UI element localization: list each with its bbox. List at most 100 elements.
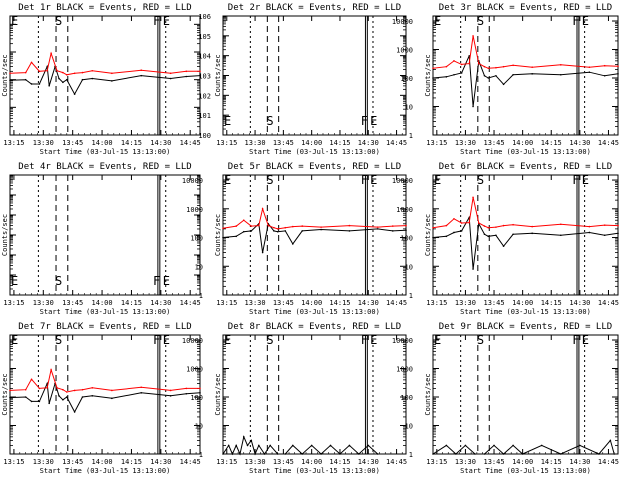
- data-point: [263, 453, 266, 455]
- marker-e: E: [11, 14, 18, 28]
- x-tick-label: 14:00: [301, 458, 322, 466]
- marker-s: S: [477, 173, 484, 187]
- data-point: [348, 224, 351, 227]
- series-events: [222, 435, 379, 456]
- x-tick-label: 13:15: [216, 458, 237, 466]
- y-tick-label: 10000: [392, 18, 413, 26]
- data-point: [140, 69, 143, 71]
- data-point: [588, 71, 591, 73]
- marker-f: F: [153, 274, 160, 288]
- data-point: [239, 453, 241, 455]
- data-point: [24, 78, 27, 81]
- marker-e: E: [224, 114, 231, 128]
- data-point: [276, 228, 279, 230]
- data-point: [81, 388, 84, 391]
- data-point: [445, 76, 448, 78]
- data-point: [66, 78, 68, 81]
- data-point: [235, 444, 238, 447]
- data-point: [169, 395, 172, 397]
- x-tick-label: 13:30: [33, 458, 54, 466]
- data-point: [140, 392, 143, 394]
- data-point: [483, 225, 486, 227]
- marker-e: E: [582, 333, 589, 347]
- data-point: [468, 55, 471, 57]
- x-tick-label: 14:45: [180, 139, 201, 147]
- data-point: [30, 61, 33, 64]
- data-point: [432, 236, 434, 239]
- data-point: [111, 72, 113, 75]
- data-point: [579, 444, 581, 447]
- data-point: [495, 66, 497, 69]
- chart-panel-1: Det 1r BLACK = Events, RED = LLD Counts/s…: [1, 3, 201, 156]
- y-tick-label: 1000: [396, 206, 413, 214]
- x-tick-label: 14:00: [512, 458, 533, 466]
- data-point: [48, 85, 50, 87]
- y-tick-label: 10: [405, 104, 413, 112]
- data-point: [140, 386, 143, 389]
- x-tick-label: 13:15: [426, 458, 447, 466]
- data-point: [502, 83, 505, 86]
- data-point: [111, 80, 113, 82]
- data-point: [464, 444, 467, 447]
- data-point: [246, 444, 249, 447]
- marker-e: E: [434, 14, 441, 28]
- y-tick-label: 103: [198, 73, 211, 81]
- y-tick-label: 10: [405, 423, 413, 431]
- data-point: [598, 453, 600, 455]
- x-axis-label: Start Time (03-Jul-15 13:13:00): [40, 148, 171, 156]
- data-point: [468, 62, 471, 65]
- y-tick-label: 104: [198, 53, 211, 61]
- data-point: [301, 453, 304, 455]
- data-point: [310, 444, 313, 447]
- plot-frame: [432, 15, 619, 136]
- data-point: [9, 389, 11, 392]
- marker-e: E: [11, 274, 18, 288]
- data-point: [609, 439, 612, 442]
- data-point: [250, 230, 253, 232]
- marker-f: F: [153, 333, 160, 347]
- x-tick-label: 14:00: [301, 139, 322, 147]
- data-point: [50, 52, 52, 55]
- y-tick-label: 100: [190, 235, 203, 243]
- x-tick-label: 13:30: [245, 299, 266, 307]
- data-point: [301, 230, 304, 232]
- marker-f: F: [572, 173, 579, 187]
- plot-frame: [222, 334, 407, 455]
- y-tick-label: 100: [400, 394, 413, 402]
- marker-e: E: [370, 333, 377, 347]
- data-point: [472, 196, 474, 199]
- chart-panel-2: Det 2r BLACK = Events, RED = LLD Counts/s…: [198, 3, 407, 156]
- y-tick-label: 10: [195, 263, 203, 271]
- x-tick-label: 14:30: [358, 139, 379, 147]
- x-tick-label: 13:15: [426, 139, 447, 147]
- data-point: [358, 453, 360, 455]
- y-tick-label: 101: [198, 112, 211, 120]
- data-point: [284, 453, 287, 455]
- data-point: [250, 225, 253, 227]
- y-tick-label: 100: [198, 132, 211, 140]
- data-point: [472, 35, 474, 37]
- marker-f: F: [361, 333, 368, 347]
- data-point: [502, 65, 505, 68]
- y-axis-label: Counts/sec: [214, 54, 222, 96]
- data-point: [284, 230, 287, 232]
- x-axis-label: Start Time (03-Jul-15 13:13:00): [460, 148, 591, 156]
- data-point: [91, 69, 94, 72]
- data-point: [445, 235, 448, 238]
- data-point: [521, 453, 524, 455]
- data-point: [30, 400, 33, 403]
- data-point: [292, 225, 294, 228]
- data-point: [30, 83, 33, 85]
- data-point: [432, 453, 434, 455]
- marker-f: F: [361, 114, 368, 128]
- data-point: [487, 226, 490, 229]
- plot-frame: [222, 174, 407, 296]
- chart-title: Det 3r BLACK = Events, RED = LLD: [439, 3, 612, 13]
- data-point: [512, 444, 514, 447]
- x-tick-label: 14:15: [541, 139, 562, 147]
- x-tick-label: 14:15: [541, 299, 562, 307]
- data-point: [199, 70, 201, 73]
- data-point: [468, 221, 471, 224]
- data-point: [242, 436, 245, 438]
- data-point: [242, 230, 245, 233]
